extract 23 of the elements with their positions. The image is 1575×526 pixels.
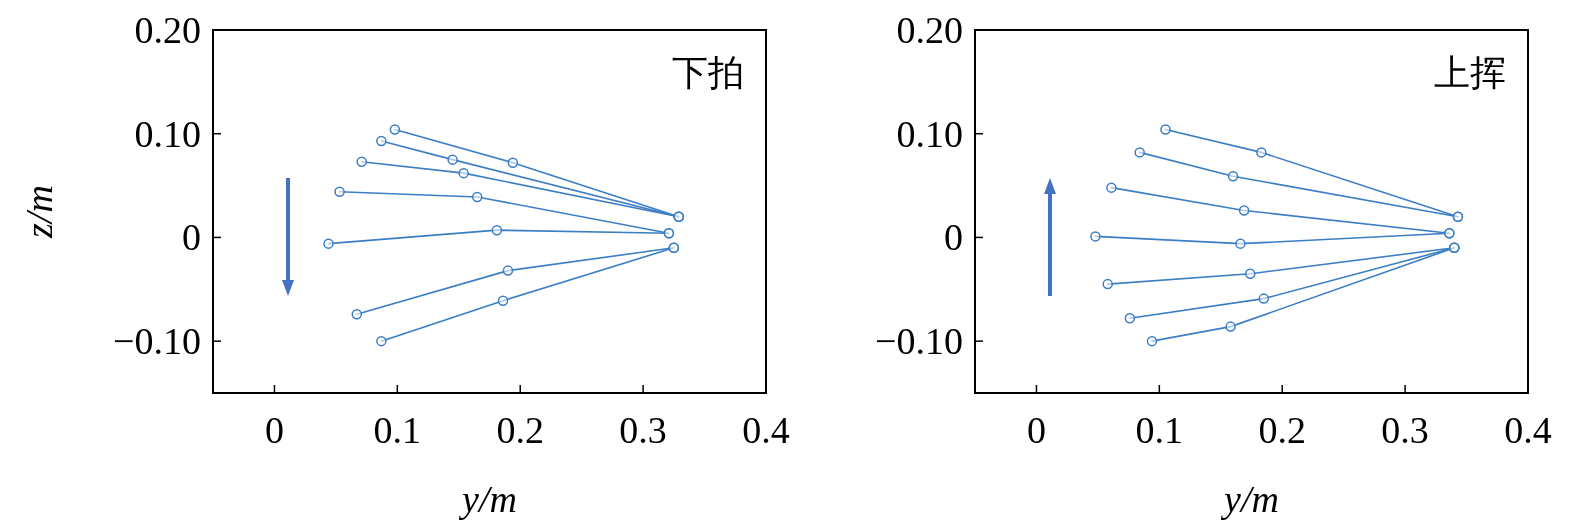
annotation: 上挥	[1434, 53, 1506, 93]
y-tick-label: 0	[944, 216, 963, 259]
x-tick-label: 0.2	[496, 409, 544, 451]
y-tick-label: 0.20	[134, 9, 201, 51]
x-axis-title: y/m	[1220, 478, 1279, 520]
x-tick-label: 0.1	[373, 409, 422, 451]
x-tick-label: 0	[264, 409, 284, 451]
y-tick-label: −0.10	[113, 320, 201, 363]
y-tick-label: −0.10	[875, 320, 963, 363]
y-tick-label: 0.10	[134, 112, 201, 155]
x-tick-label: 0.1	[1135, 409, 1184, 451]
y-tick-label: 0.20	[896, 9, 963, 51]
y-tick-label: 0.10	[896, 112, 963, 155]
x-tick-label: 0.4	[1504, 409, 1552, 451]
x-tick-label: 0.3	[1381, 409, 1429, 451]
x-tick-label: 0.2	[1258, 409, 1306, 451]
x-tick-label: 0.3	[619, 409, 667, 451]
annotation: 下拍	[672, 53, 744, 93]
y-tick-label: 0	[182, 216, 201, 259]
x-axis-title: y/m	[458, 478, 517, 520]
x-tick-label: 0.4	[742, 409, 790, 451]
x-tick-label: 0	[1026, 409, 1046, 451]
y-axis-title: z/m	[18, 185, 60, 239]
